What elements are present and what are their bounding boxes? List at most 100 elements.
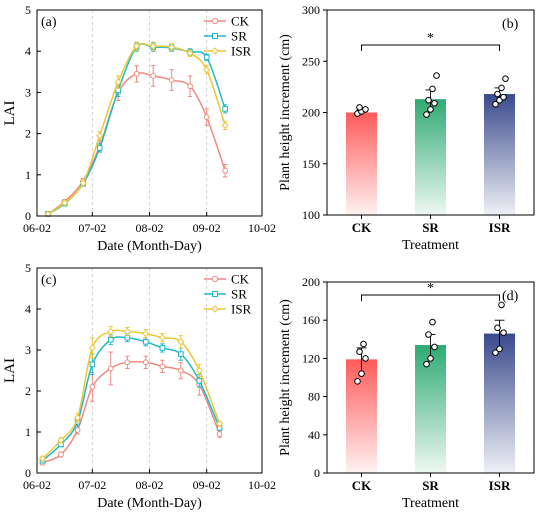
y-tick-label: 250	[302, 54, 320, 68]
series-line	[47, 72, 226, 215]
data-point	[492, 349, 499, 356]
square-marker	[222, 106, 228, 112]
data-point	[423, 111, 430, 118]
diamond-marker	[61, 199, 69, 207]
x-tick-label: 08-02	[136, 221, 164, 235]
y-axis-title: Plant height increment (cm)	[278, 299, 293, 456]
series-sr	[39, 333, 223, 464]
legend-label: ISR	[231, 44, 252, 59]
circle-marker	[150, 73, 157, 79]
circle-marker	[89, 384, 96, 390]
data-point	[356, 348, 363, 356]
circle-marker	[142, 359, 149, 366]
x-tick-label: 08-02	[136, 478, 164, 492]
data-point	[498, 301, 505, 309]
panel-b: 100 150 200 250 300 CK SR ISR * Treatment Plant he…	[278, 3, 535, 253]
data-point	[362, 355, 369, 362]
x-tick-label: 06-02	[23, 221, 51, 235]
y-axis-title: LAI	[2, 358, 18, 383]
data-point	[356, 104, 363, 111]
circle-marker	[133, 70, 140, 77]
series-ck	[39, 351, 223, 466]
legend-label: ISR	[231, 302, 252, 317]
data-point	[494, 90, 501, 98]
y-tick-label: 80	[308, 390, 320, 404]
circle-marker	[107, 365, 114, 372]
square-marker	[96, 145, 103, 151]
x-tick-label: 07-02	[78, 221, 106, 235]
circle-marker	[222, 167, 229, 174]
square-marker	[107, 336, 114, 343]
x-axis-title: Treatment	[402, 238, 459, 253]
diamond-marker	[132, 42, 141, 50]
data-point	[360, 340, 367, 348]
x-axis-title: Date (Month-Day)	[97, 239, 202, 254]
data-point	[496, 345, 503, 353]
legend-marker	[211, 275, 219, 283]
panel-label: (a)	[41, 15, 57, 30]
square-marker	[89, 361, 96, 368]
circle-marker	[187, 83, 193, 90]
diamond-marker	[73, 414, 82, 422]
x-category-label: ISR	[489, 478, 511, 493]
x-category-label: CK	[352, 478, 372, 493]
y-tick-label: 150	[302, 157, 320, 171]
x-category-label: SR	[422, 220, 439, 235]
y-tick-label: 5	[25, 261, 31, 275]
legend-label: SR	[231, 29, 247, 44]
legend-label: SR	[231, 287, 247, 302]
y-tick-label: 0	[25, 466, 31, 480]
y-tick-label: 0	[25, 209, 31, 223]
panel-d: 0 40 80 120 160 200 CK SR ISR * Treatment Plant hei…	[278, 275, 535, 511]
bar-isr	[483, 333, 516, 473]
data-point	[500, 329, 507, 336]
panel-a: 0 1 2 3 4 5 06-02 07-02 08-02 09-02 10-02 Date (Mon…	[2, 3, 276, 254]
diamond-marker	[158, 334, 167, 342]
x-category-label: SR	[422, 478, 439, 493]
legend-marker	[211, 305, 219, 313]
x-category-label: CK	[352, 220, 372, 235]
data-point	[362, 106, 369, 113]
data-point	[500, 93, 507, 101]
diamond-marker	[79, 179, 87, 187]
diamond-marker	[168, 43, 176, 51]
x-axis-title: Treatment	[402, 496, 459, 511]
data-point	[494, 324, 501, 332]
y-tick-label: 3	[25, 343, 31, 357]
panel-label: (c)	[41, 273, 57, 288]
x-category-label: ISR	[489, 220, 511, 235]
data-point	[429, 318, 436, 326]
panel-label: (d)	[502, 289, 519, 304]
y-tick-label: 120	[302, 351, 320, 365]
diamond-marker	[96, 132, 104, 140]
data-point	[423, 360, 430, 368]
square-marker	[143, 339, 149, 345]
y-tick-label: 2	[25, 384, 31, 398]
significance-bracket	[361, 294, 500, 301]
legend-marker	[212, 291, 218, 297]
significance-bracket	[361, 44, 500, 51]
data-point	[492, 101, 499, 108]
data-point	[431, 99, 438, 107]
y-tick-label: 160	[302, 313, 320, 327]
circle-marker	[58, 451, 64, 458]
x-tick-label: 09-02	[193, 221, 221, 235]
legend-marker	[211, 47, 219, 55]
legend-marker	[212, 33, 218, 39]
y-tick-label: 2	[25, 127, 31, 141]
square-marker	[203, 54, 210, 61]
data-point	[425, 331, 432, 338]
data-point	[429, 85, 436, 93]
legend-label: CK	[231, 272, 250, 287]
data-point	[427, 106, 434, 113]
diamond-marker	[221, 121, 229, 129]
series-line	[42, 360, 221, 464]
square-marker	[196, 377, 203, 384]
series-isr	[38, 326, 224, 463]
bar-ck	[345, 359, 378, 473]
x-tick-label: 07-02	[78, 478, 106, 492]
diamond-marker	[195, 366, 203, 375]
series-ck	[45, 65, 229, 217]
x-tick-label: 06-02	[23, 478, 51, 492]
legend-label: CK	[231, 14, 250, 29]
